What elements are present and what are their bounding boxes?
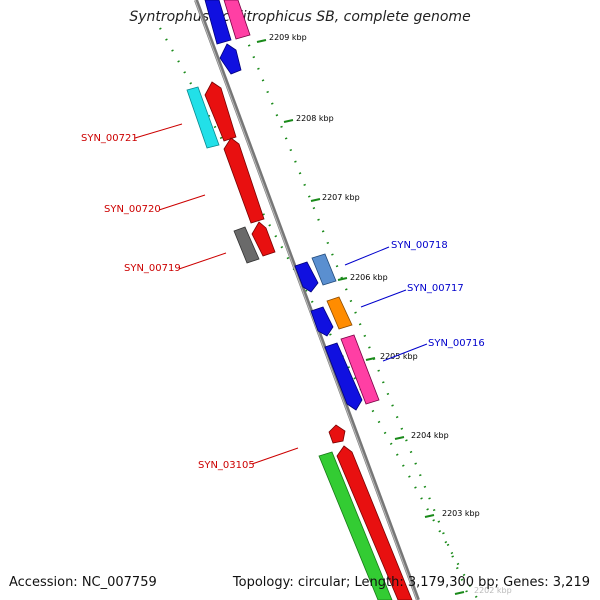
leader-line	[251, 447, 299, 465]
tick-label: 2204 kbp	[411, 431, 449, 440]
tick-label: 2209 kbp	[269, 33, 307, 42]
tick-mark	[283, 119, 294, 123]
tick-mark	[454, 591, 465, 595]
gene-arrow[interactable]	[326, 296, 353, 330]
gene-arrow[interactable]	[336, 445, 413, 600]
gene-arrow[interactable]	[328, 424, 346, 444]
gene-labels: SYN_00721 SYN_00720 SYN_00719 SYN_03105 …	[81, 133, 485, 471]
tick-mark	[256, 39, 267, 43]
tick-label: 2205 kbp	[380, 352, 418, 361]
accession-text: Accession: NC_007759	[9, 575, 157, 590]
gene-arrow[interactable]	[223, 137, 265, 224]
gene-arrow[interactable]	[233, 226, 260, 264]
leader-line	[178, 252, 227, 270]
gene-label[interactable]: SYN_00721	[81, 133, 138, 144]
tick-label: 2202 kbp	[474, 586, 512, 595]
gene-arrow[interactable]	[318, 451, 393, 600]
topology-summary: Topology: circular; Length: 3,179,300 bp…	[232, 575, 590, 590]
leader-line	[382, 343, 428, 362]
gene-label[interactable]: SYN_03105	[198, 460, 255, 471]
gene-arrow[interactable]	[223, 0, 251, 40]
tick-mark	[394, 436, 405, 440]
tick-label: 2203 kbp	[442, 509, 480, 518]
leader-line	[134, 123, 183, 139]
gene-arrow[interactable]	[310, 306, 334, 337]
tick-mark	[337, 277, 348, 281]
gene-label[interactable]: SYN_00716	[428, 338, 485, 349]
leader-line	[344, 246, 390, 266]
gene-arrow[interactable]	[186, 86, 220, 149]
gene-arrow[interactable]	[311, 253, 337, 286]
gene-arrow[interactable]	[204, 0, 232, 45]
gene-label[interactable]: SYN_00717	[407, 283, 464, 294]
tick-mark	[310, 198, 321, 202]
gene-arrow[interactable]	[251, 221, 276, 257]
genome-backbone-highlight	[194, 0, 418, 600]
genome-backbone	[194, 0, 420, 600]
gene-arrow[interactable]	[324, 342, 363, 411]
gene-arrow[interactable]	[204, 81, 237, 142]
label-leaders	[134, 123, 428, 465]
tick-mark	[424, 514, 435, 518]
reverse-strand-genes	[186, 0, 413, 600]
scale-ticks: 2209 kbp 2208 kbp 2207 kbp 2206 kbp 2205…	[256, 33, 512, 595]
gene-arrow[interactable]	[340, 334, 380, 405]
leader-line	[158, 194, 206, 211]
gene-label[interactable]: SYN_00718	[391, 240, 448, 251]
tick-label: 2208 kbp	[296, 114, 334, 123]
leader-line	[360, 289, 407, 308]
tick-mark	[365, 357, 376, 361]
gene-label[interactable]: SYN_00719	[124, 263, 181, 274]
forward-strand-genes	[223, 0, 380, 411]
gene-arrow[interactable]	[219, 43, 242, 75]
tick-label: 2207 kbp	[322, 193, 360, 202]
tick-label: 2206 kbp	[350, 273, 388, 282]
gene-arrow[interactable]	[294, 261, 319, 293]
gene-label[interactable]: SYN_00720	[104, 204, 161, 215]
